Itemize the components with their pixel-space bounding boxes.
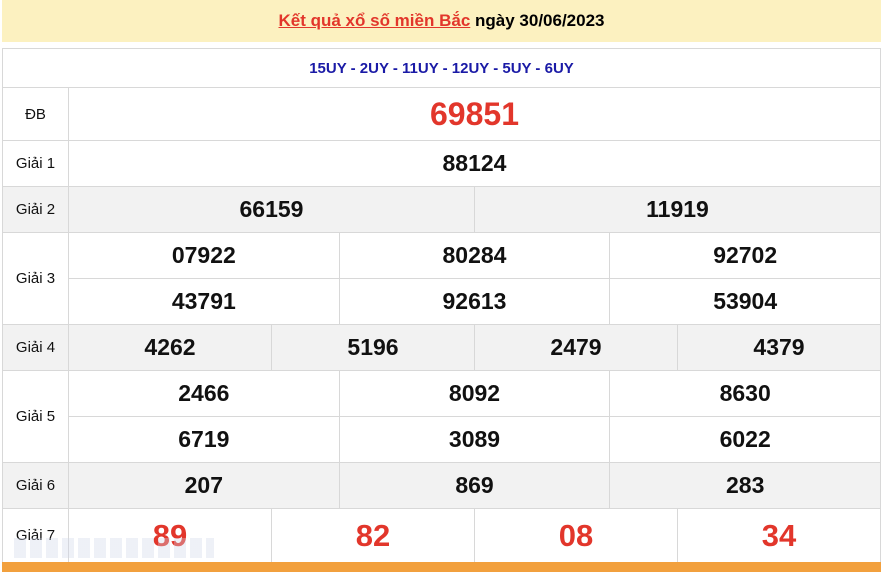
title-date: ngày 30/06/2023 <box>470 11 605 30</box>
prize-number: 53904 <box>609 279 880 324</box>
prize-number: 6719 <box>178 426 230 452</box>
prize-label: Giải 5 <box>3 371 69 462</box>
prize-number: 82 <box>271 509 474 562</box>
prize-number: 5196 <box>271 325 474 370</box>
page-header: Kết quả xổ số miền Bắc ngày 30/06/2023 <box>2 0 881 42</box>
codes-text: 15UY - 2UY - 11UY - 12UY - 5UY - 6UY <box>309 59 574 77</box>
prize-label: Giải 3 <box>3 233 69 324</box>
prize-label: Giải 1 <box>3 141 69 186</box>
prize-number: 88124 <box>442 150 507 176</box>
prize-number: 3089 <box>338 417 610 462</box>
prize-number: 6022 <box>609 417 880 462</box>
prize-number: 89 <box>152 517 188 553</box>
prize-row: Giải 6 207 869 283 <box>3 463 880 509</box>
prize-number: 92613 <box>338 279 610 324</box>
codes-row: 15UY - 2UY - 11UY - 12UY - 5UY - 6UY <box>3 49 880 88</box>
title-link[interactable]: Kết quả xổ số miền Bắc <box>278 11 471 30</box>
prize-number: 8092 <box>338 371 610 416</box>
prize-row: Giải 7 89 82 08 34 <box>3 509 880 563</box>
prize-number: 2479 <box>474 325 677 370</box>
prize-label: Giải 2 <box>3 187 69 232</box>
prize-label: Giải 6 <box>3 463 69 508</box>
prize-label: ĐB <box>3 88 69 140</box>
prize-number: 207 <box>184 472 224 498</box>
prize-number: 69851 <box>430 95 519 132</box>
prize-number: 80284 <box>338 233 610 278</box>
prize-number: 11919 <box>474 187 880 232</box>
prize-row: ĐB 69851 <box>3 88 880 141</box>
prize-label: Giải 7 <box>3 509 69 562</box>
results-table: 15UY - 2UY - 11UY - 12UY - 5UY - 6UY ĐB 6… <box>2 48 881 564</box>
prize-row: Giải 4 4262 5196 2479 4379 <box>3 325 880 371</box>
prize-row: Giải 3 07922 80284 92702 43791 92613 53904 <box>3 233 880 325</box>
prize-number: 4262 <box>144 334 196 360</box>
prize-label: Giải 4 <box>3 325 69 370</box>
prize-number: 43791 <box>171 288 236 314</box>
prize-number: 869 <box>338 463 610 508</box>
prize-row: Giải 2 66159 11919 <box>3 187 880 233</box>
prize-number: 2466 <box>178 380 230 406</box>
prize-number: 08 <box>474 509 677 562</box>
prize-row: Giải 5 2466 8092 8630 6719 3089 6022 <box>3 371 880 463</box>
prize-number: 66159 <box>239 196 304 222</box>
prize-number: 8630 <box>609 371 880 416</box>
footer-bar <box>2 562 881 572</box>
prize-number: 34 <box>677 509 880 562</box>
prize-row: Giải 1 88124 <box>3 141 880 187</box>
prize-number: 92702 <box>609 233 880 278</box>
prize-number: 283 <box>609 463 880 508</box>
prize-number: 07922 <box>171 242 236 268</box>
prize-number: 4379 <box>677 325 880 370</box>
